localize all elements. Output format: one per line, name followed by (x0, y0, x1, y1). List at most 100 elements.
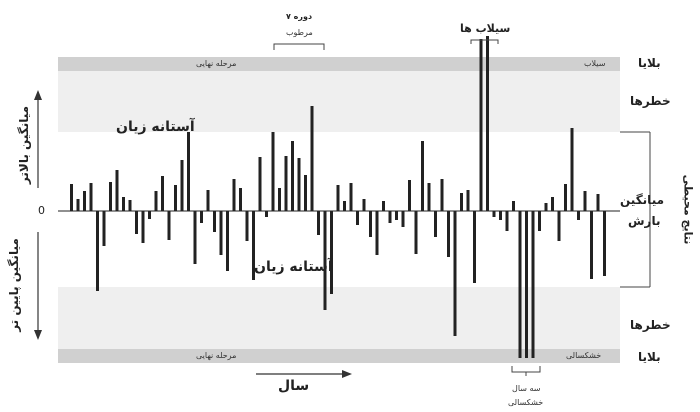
bar (525, 211, 528, 358)
bar (304, 175, 307, 211)
bar (460, 193, 463, 211)
bar (128, 200, 132, 211)
bar (414, 211, 418, 254)
mean-precipitation-label-2: بارش (628, 214, 661, 228)
bar (479, 39, 483, 211)
bar (226, 211, 229, 271)
three-year-label: سه سال (512, 384, 541, 393)
bar (518, 211, 522, 358)
year-axis-label: سال (278, 378, 310, 394)
bar (122, 197, 125, 211)
bar (167, 211, 171, 240)
bar (356, 211, 359, 225)
bar (297, 158, 301, 211)
zero-label: 0 (38, 204, 45, 217)
bar (544, 203, 548, 211)
bar (239, 188, 242, 211)
bar (76, 199, 80, 211)
wet-periods-label: مرطوب (286, 28, 313, 37)
drought-bracket (511, 366, 541, 373)
bar (596, 194, 600, 211)
bar (531, 211, 535, 358)
bar (102, 211, 106, 246)
bar (401, 211, 405, 227)
bar (141, 211, 145, 243)
bar (551, 197, 554, 211)
right-arrow-icon (342, 370, 352, 378)
upper-loss-threshold-label: آستانه زیان (116, 119, 195, 135)
above-mean-label: میانگین بالاتر (17, 105, 31, 185)
bar (512, 201, 515, 211)
bar (603, 211, 606, 276)
bar (434, 211, 437, 237)
drought-label: خشکسالی (508, 398, 544, 407)
bar (440, 179, 444, 211)
bar (96, 211, 99, 291)
below-mean-label: میانگین پایین تر (7, 238, 21, 332)
bar (499, 211, 502, 220)
bar (245, 211, 249, 241)
bar (271, 132, 275, 211)
bar (187, 132, 190, 211)
bar (577, 211, 580, 220)
bar (206, 190, 210, 211)
bar (284, 156, 288, 211)
bar (330, 211, 333, 294)
top-disasters-label: بلایا (638, 56, 661, 70)
down-arrow-icon (34, 330, 42, 340)
bar (219, 211, 223, 255)
bar (473, 211, 476, 283)
top-risks-label: خطرها (630, 94, 671, 108)
bar (180, 160, 184, 211)
bar (388, 211, 392, 223)
bar (317, 211, 320, 235)
bar (349, 183, 353, 211)
seven-periods-label: ۷ دوره (286, 12, 313, 21)
bar (395, 211, 398, 220)
bottom-final-stage-band (58, 349, 620, 363)
bar (421, 141, 424, 211)
bar (83, 191, 86, 211)
bar (323, 211, 327, 310)
up-arrow-icon (34, 90, 42, 100)
flood-peaks-label: سیلاب ها (460, 22, 511, 35)
top-band-left-label: مرحله نهایی (196, 59, 237, 68)
bar (148, 211, 151, 219)
bar (583, 191, 587, 211)
bar (200, 211, 203, 223)
bar (362, 199, 366, 211)
bar (265, 211, 268, 217)
bar (453, 211, 457, 336)
bar (174, 185, 177, 211)
bar (135, 211, 138, 234)
bar (115, 170, 119, 211)
bar (408, 180, 411, 211)
bar (369, 211, 372, 237)
bar (486, 36, 489, 211)
bars (70, 36, 606, 358)
bar (213, 211, 216, 232)
bar (427, 183, 431, 211)
bar (505, 211, 509, 231)
lower-loss-threshold-label: آستانه زیان (254, 259, 333, 275)
bar (492, 211, 496, 217)
bar (232, 179, 236, 211)
bar (258, 157, 262, 211)
bar (590, 211, 593, 279)
bar (538, 211, 541, 231)
bar (291, 141, 294, 211)
top-band-right-label: سیلاب (584, 59, 606, 68)
bar (382, 201, 385, 211)
bar (375, 211, 379, 255)
bottom-disasters-label: بلایا (638, 350, 661, 364)
bar (278, 188, 281, 211)
bar (343, 201, 346, 211)
bar (252, 211, 255, 280)
wet-periods-bracket (273, 43, 325, 50)
bar (310, 106, 314, 211)
environmental-outcomes-label: نتایج محیطی (681, 174, 695, 245)
bar (89, 183, 93, 211)
bottom-risks-label: خطرها (630, 318, 671, 332)
bar (336, 185, 340, 211)
